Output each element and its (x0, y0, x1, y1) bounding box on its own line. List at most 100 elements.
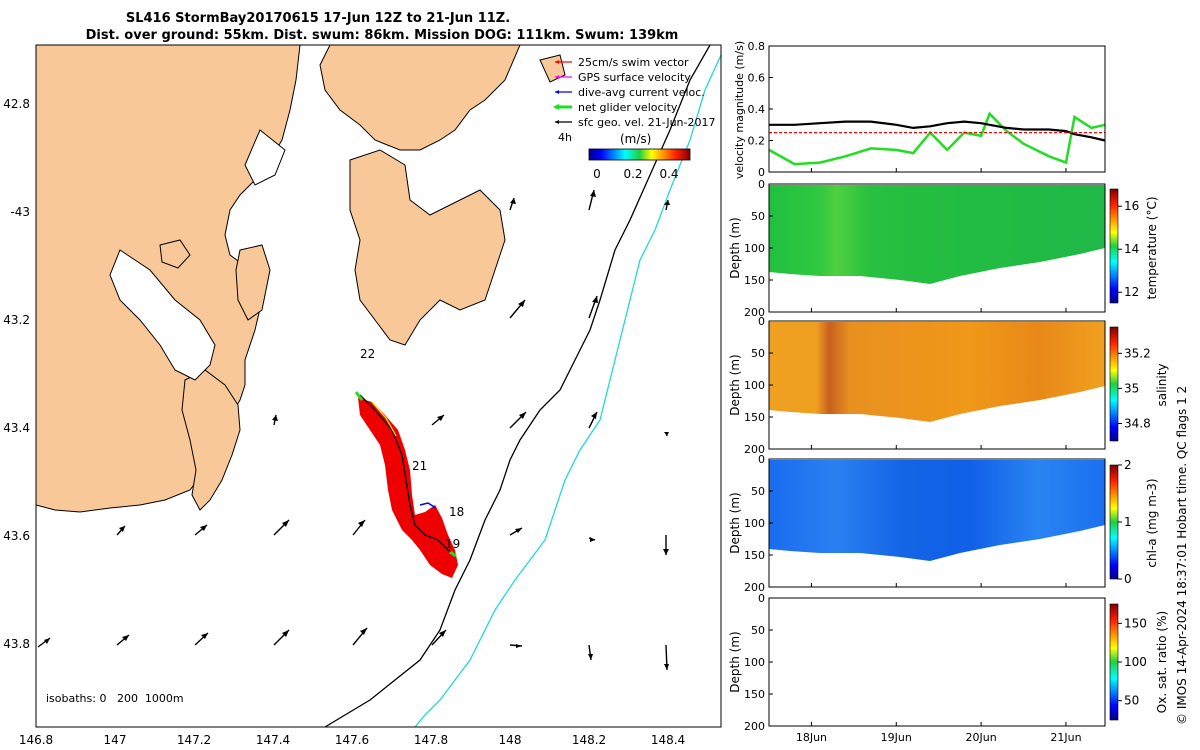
chla-section-fill (769, 460, 1105, 561)
velocity-arrow (588, 537, 596, 542)
velocity-arrow (273, 519, 290, 536)
map-y-tick: 43.2 (3, 313, 30, 327)
depth-tick-label: 0 (758, 592, 765, 605)
map-y-tick: 43.8 (3, 637, 30, 651)
map-y-tick: 43.4 (3, 421, 30, 435)
chla-colorbar-ticks: 0 1 2 (1118, 458, 1132, 586)
map-y-tick: 42.8 (3, 97, 30, 111)
chla-colorbar-label: chl-a (mg m-3) (1145, 478, 1159, 567)
glider-net-velocity (354, 391, 364, 401)
glider-net-velocity-end (449, 550, 457, 558)
colorbar-tick-label: 16 (1124, 199, 1139, 213)
depth-tick-label: 50 (751, 210, 765, 223)
temperature-section-fill (769, 185, 1105, 284)
oxygen-panel: Depth (m) 0 50 100 150 200 50 100 150 Ox. sat.… (728, 592, 1169, 733)
velocity-arrow (194, 632, 209, 646)
depth-tick-label: 200 (744, 720, 765, 733)
svg-text:25cm/s swim vector: 25cm/s swim vector (578, 56, 689, 69)
isobaths-label: isobaths: 0 200 1000m (46, 692, 184, 705)
velocity-arrow (37, 637, 51, 648)
velocity-panel: velocity magnitude (m/s) 0 0.2 0.4 0.6 0.8 (733, 40, 1106, 179)
legend-item-dive-avg-current: dive-avg current veloc. (555, 86, 705, 99)
map-colorbar (588, 148, 691, 161)
land-peninsula (349, 149, 506, 346)
velocity-arrow (588, 295, 598, 319)
temperature-panel: Depth (m) 0 50 100 150 200 12 14 16 temperatur… (728, 178, 1159, 319)
oxygen-colorbar (1109, 603, 1119, 721)
svg-text:net glider velocity: net glider velocity (578, 101, 678, 114)
track-day-label: 22 (360, 347, 375, 361)
isobath-1000m (414, 54, 721, 727)
depth-tick-label: 50 (751, 347, 765, 360)
temperature-y-ticks: 0 50 100 150 200 (744, 178, 773, 319)
velocity-arrow (664, 644, 669, 671)
velocity-series (768, 111, 1106, 166)
map-y-tick: -43 (10, 205, 30, 219)
temperature-ylabel: Depth (m) (728, 217, 742, 278)
velocity-y-tick-label: 0.2 (748, 135, 766, 148)
temperature-colorbar (1109, 188, 1119, 304)
depth-tick-label: 150 (744, 411, 765, 424)
velocity-arrow (116, 525, 126, 536)
temperature-colorbar-label: temperature (°C) (1145, 197, 1159, 300)
time-tick-label: 19Jun (881, 731, 912, 744)
velocity-y-tick-label: 0.8 (748, 40, 766, 53)
colorbar-tick-label: 100 (1124, 655, 1147, 669)
imos-credit: © IMOS 14-Apr-2024 18:37:01 Hobart time.… (1175, 386, 1189, 725)
figure-title-line1: SL416 StormBay20170615 17-Jun 12Z to 21-… (126, 11, 510, 26)
chla-ylabel: Depth (m) (728, 492, 742, 553)
velocity-arrow (588, 411, 598, 429)
depth-tick-label: 50 (751, 485, 765, 498)
chla-panel: Depth (m) 0 50 100 150 200 0 1 2 chl-a (mg m-3… (728, 453, 1159, 594)
velocity-arrow (509, 527, 523, 536)
figure-title-line2: Dist. over ground: 55km. Dist. swum: 86k… (86, 28, 679, 43)
svg-text:GPS surface velocity: GPS surface velocity (578, 71, 691, 84)
velocity-ylabel: velocity magnitude (m/s) (733, 41, 746, 179)
depth-tick-label: 100 (744, 517, 765, 530)
map-x-tick: 147.8 (414, 733, 448, 747)
land-bruny (181, 369, 241, 511)
map-x-tick: 147.6 (335, 733, 369, 747)
track-day-label: 18 (449, 505, 464, 519)
salinity-colorbar-ticks: 34.8 35 35.2 (1118, 346, 1151, 430)
velocity-y-tick-label: 0.4 (748, 103, 766, 116)
salinity-colorbar-label: salinity (1155, 363, 1169, 406)
colorbar-tick-label: 35 (1124, 381, 1139, 395)
oxygen-ylabel: Depth (m) (728, 631, 742, 692)
oxygen-y-ticks: 0 50 100 150 200 (744, 592, 773, 733)
velocity-arrow (431, 629, 447, 646)
track-day-label: 21 (412, 459, 427, 473)
map-legend: 25cm/s swim vector GPS surface velocity … (553, 56, 715, 181)
salinity-y-ticks: 0 50 100 150 200 (744, 315, 773, 456)
colorbar-tick-label: 50 (1124, 694, 1139, 708)
isobath-200m (324, 45, 711, 727)
depth-tick-label: 100 (744, 379, 765, 392)
land-northeast (319, 45, 521, 151)
svg-text:sfc geo. vel. 21-Jun-2017: sfc geo. vel. 21-Jun-2017 (578, 116, 715, 129)
map-y-tick: 43.6 (3, 529, 30, 543)
velocity-arrow (509, 411, 527, 429)
map-x-tick: 148.4 (651, 733, 685, 747)
time-tick-label: 21Jun (1050, 731, 1081, 744)
velocity-arrow (588, 189, 596, 211)
depth-tick-label: 200 (744, 306, 765, 319)
glider-dive-avg (419, 502, 437, 509)
colorbar-tick-label: 0 (1124, 572, 1132, 586)
velocity-arrow (509, 644, 523, 648)
velocity-series-sfc-geo-vel- (769, 120, 1106, 142)
legend-item-net-glider-velocity: net glider velocity (553, 101, 678, 114)
velocity-y-tick-label: 0 (758, 166, 765, 179)
map-x-tick: 147.4 (256, 733, 290, 747)
velocity-arrow (273, 629, 290, 646)
colorbar-tick-label: 34.8 (1124, 416, 1151, 430)
depth-tick-label: 150 (744, 549, 765, 562)
depth-tick-label: 100 (744, 242, 765, 255)
map-panel: 146.8 147 147.2 147.4 147.6 147.8 148 14… (3, 44, 722, 747)
colorbar-tick-label: 14 (1124, 242, 1139, 256)
depth-tick-label: 0 (758, 315, 765, 328)
time-axis-ticks: 18Jun 19Jun 20Jun 21Jun (796, 168, 1082, 744)
glider-track (359, 394, 456, 556)
map-colorbar-tick: 0.4 (659, 167, 678, 181)
